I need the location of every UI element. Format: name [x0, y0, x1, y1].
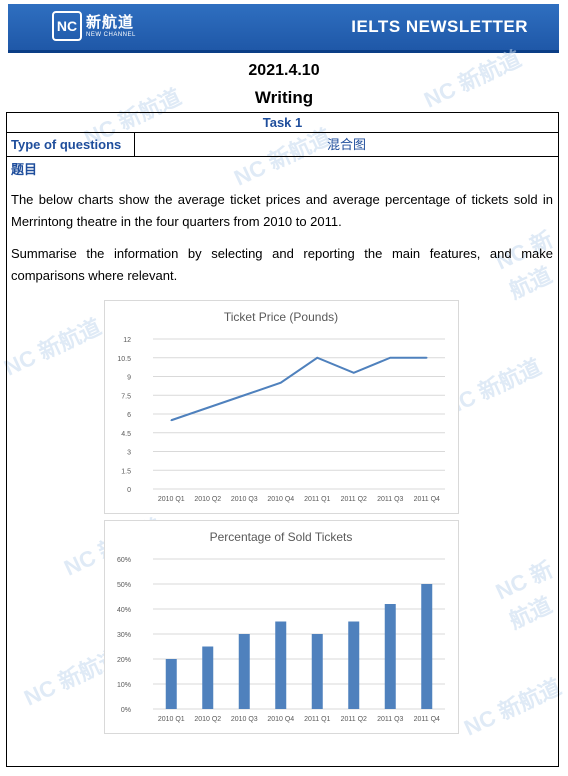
bar	[202, 646, 214, 709]
y-tick-label: 1.5	[121, 468, 131, 475]
bar	[311, 634, 323, 709]
y-tick-label: 3	[127, 450, 131, 457]
data-point	[425, 356, 428, 359]
y-tick-label: 0%	[121, 707, 131, 714]
question-label: 题目	[11, 162, 38, 177]
y-tick-label: 7.5	[121, 393, 131, 400]
y-tick-label: 30%	[117, 632, 131, 639]
logo-mark: NC	[52, 11, 82, 41]
question-paragraph-1: The below charts show the average ticket…	[11, 192, 553, 229]
x-tick-label: 2011 Q3	[377, 716, 403, 723]
data-point	[170, 419, 173, 422]
x-tick-label: 2011 Q1	[304, 716, 330, 723]
header-underline	[8, 50, 559, 53]
task-heading: Task 1	[7, 113, 558, 133]
y-tick-label: 20%	[117, 657, 131, 664]
y-tick-label: 40%	[117, 607, 131, 614]
question-type-row: Type of questions 混合图	[7, 133, 558, 157]
logo: NC 新航道 NEW CHANNEL	[52, 11, 136, 41]
series-line	[170, 356, 427, 422]
chart-title: Ticket Price (Pounds)	[224, 310, 338, 324]
data-point	[316, 356, 319, 359]
bar	[275, 621, 287, 709]
x-tick-label: 2010 Q4	[267, 496, 294, 503]
y-tick-label: 4.5	[121, 431, 131, 438]
data-point	[352, 371, 355, 374]
bar	[165, 659, 177, 709]
question-type-label: Type of questions	[7, 133, 135, 156]
data-point	[206, 406, 209, 409]
data-point	[243, 394, 246, 397]
x-tick-label: 2011 Q2	[341, 716, 367, 723]
data-point	[389, 356, 392, 359]
bar	[238, 634, 250, 709]
y-tick-label: 0	[127, 487, 131, 494]
x-tick-label: 2010 Q2	[194, 716, 221, 723]
logo-cn-text: 新航道	[86, 13, 135, 31]
y-tick-label: 10%	[117, 682, 131, 689]
y-tick-label: 60%	[117, 557, 131, 564]
y-tick-label: 10.5	[117, 356, 131, 363]
data-point	[279, 381, 282, 384]
issue-date: 2021.4.10	[248, 62, 320, 79]
y-tick-label: 6	[127, 412, 131, 419]
x-tick-label: 2011 Q3	[377, 496, 403, 503]
y-tick-label: 12	[123, 337, 131, 344]
header-banner	[8, 4, 559, 50]
bar	[421, 584, 433, 709]
question-type-value: 混合图	[326, 137, 366, 152]
question-paragraph-2: Summarise the information by selecting a…	[11, 246, 553, 283]
sold-tickets-chart: Percentage of Sold Tickets 0% 10% 20% 30% 40%…	[104, 520, 459, 734]
y-tick-label: 50%	[117, 582, 131, 589]
y-tick-label: 9	[127, 375, 131, 382]
logo-en-text: NEW CHANNEL	[86, 31, 136, 38]
section-title: Writing	[254, 88, 314, 107]
bar	[384, 604, 396, 709]
newsletter-title: IELTS NEWSLETTER	[351, 17, 528, 36]
x-tick-label: 2011 Q2	[341, 496, 367, 503]
bar	[348, 621, 360, 709]
x-tick-label: 2011 Q4	[414, 496, 440, 503]
x-tick-label: 2010 Q3	[231, 716, 258, 723]
x-tick-label: 2010 Q1	[158, 496, 185, 503]
x-tick-label: 2010 Q4	[267, 716, 294, 723]
line-chart-svg: Ticket Price (Pounds) 0 1.5 3 4.5 6 7.5 9 10.5 12…	[117, 310, 445, 503]
x-tick-label: 2011 Q4	[414, 716, 440, 723]
x-tick-label: 2011 Q1	[304, 496, 330, 503]
x-tick-label: 2010 Q2	[194, 496, 221, 503]
ticket-price-chart: Ticket Price (Pounds) 0 1.5 3 4.5 6 7.5 9 10.5 12…	[104, 300, 459, 514]
x-tick-label: 2010 Q3	[231, 496, 258, 503]
content-frame: Task 1 Type of questions 混合图 题目 The belo…	[6, 112, 559, 767]
chart-title: Percentage of Sold Tickets	[210, 530, 353, 544]
x-tick-label: 2010 Q1	[158, 716, 185, 723]
bar-chart-svg: Percentage of Sold Tickets 0% 10% 20% 30% 40%…	[117, 530, 445, 723]
